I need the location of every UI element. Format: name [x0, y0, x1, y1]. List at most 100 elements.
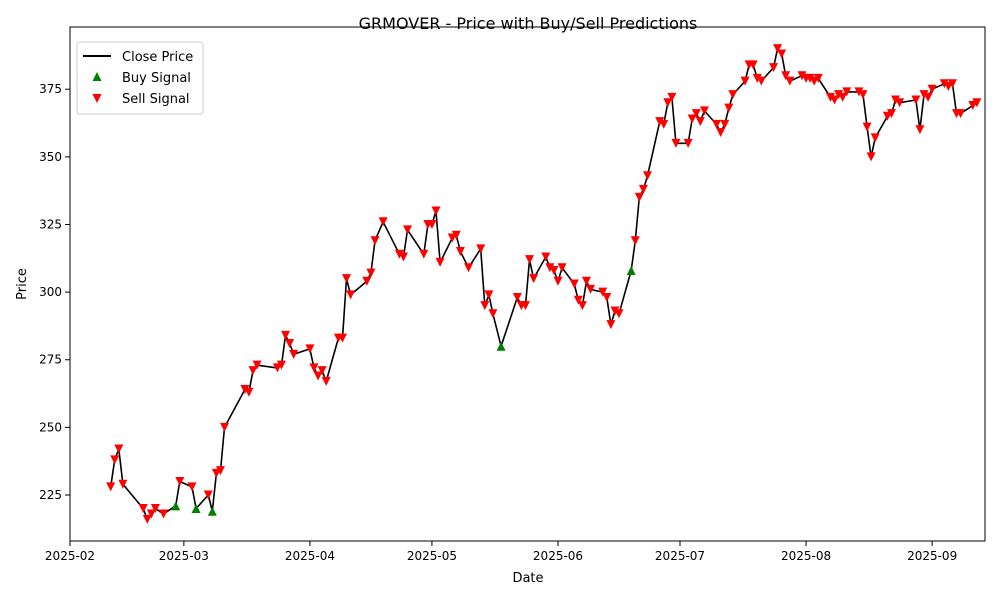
- y-tick-label: 325: [39, 217, 62, 231]
- sell-signal-marker: [285, 339, 295, 349]
- sell-signal-marker: [203, 490, 213, 500]
- sell-signal-marker: [520, 301, 530, 311]
- sell-signal-marker: [398, 252, 408, 262]
- sell-signal-marker: [317, 366, 327, 376]
- sell-signal-marker: [598, 287, 608, 297]
- sell-signal-marker: [175, 476, 185, 486]
- legend-sell-label: Sell Signal: [122, 92, 190, 107]
- sell-signal-marker: [862, 122, 872, 132]
- sell-signal-marker: [142, 514, 152, 524]
- y-tick-label: 225: [39, 488, 62, 502]
- sell-signal-marker: [309, 363, 319, 373]
- sell-signal-marker: [431, 206, 441, 216]
- legend-buy-marker: [92, 72, 102, 81]
- sell-signal-marker: [419, 249, 429, 259]
- sell-signal-marker: [716, 128, 726, 138]
- sell-signal-marker: [797, 71, 807, 81]
- sell-signal-marker: [748, 60, 758, 70]
- sell-signal-marker: [634, 192, 644, 202]
- sell-signal-marker: [289, 349, 299, 359]
- sell-signal-marker: [118, 479, 128, 489]
- sell-signal-marker: [972, 98, 982, 108]
- buy-signal-series: [171, 265, 636, 516]
- y-tick-label: 375: [39, 82, 62, 96]
- sell-signal-marker: [813, 73, 823, 83]
- sell-signal-marker: [276, 360, 286, 370]
- sell-signal-marker: [891, 95, 901, 105]
- sell-signal-marker: [427, 219, 437, 229]
- buy-signal-marker: [496, 341, 506, 351]
- sell-signal-marker: [752, 73, 762, 83]
- sell-signal-marker: [699, 106, 709, 116]
- sell-signal-marker: [834, 90, 844, 100]
- sell-signal-marker: [667, 92, 677, 102]
- sell-signal-marker: [785, 76, 795, 86]
- sell-signal-marker: [895, 98, 905, 108]
- sell-signal-marker: [110, 455, 120, 465]
- sell-signal-marker: [691, 109, 701, 119]
- sell-signal-marker: [138, 504, 148, 514]
- sell-signal-marker: [923, 92, 933, 102]
- sell-signal-marker: [512, 293, 522, 303]
- legend: Close Price Buy Signal Sell Signal: [76, 41, 204, 115]
- sell-signal-marker: [911, 95, 921, 105]
- sell-signal-marker: [659, 119, 669, 129]
- sell-signal-marker: [581, 276, 591, 286]
- sell-signal-marker: [553, 276, 563, 286]
- sell-signal-series: [106, 44, 982, 524]
- sell-signal-marker: [525, 255, 535, 265]
- legend-buy-label: Buy Signal: [122, 71, 191, 86]
- sell-signal-marker: [830, 95, 840, 105]
- x-tick-label: 2025-03: [159, 549, 209, 563]
- sell-signal-marker: [663, 98, 673, 108]
- sell-signal-marker: [915, 125, 925, 135]
- plot-frame: [69, 26, 986, 542]
- sell-signal-marker: [630, 236, 640, 246]
- sell-signal-marker: [642, 171, 652, 181]
- sell-signal-marker: [720, 119, 730, 129]
- sell-signal-marker: [825, 92, 835, 102]
- sell-signal-marker: [586, 284, 596, 294]
- sell-signal-marker: [602, 293, 612, 303]
- x-tick-label: 2025-05: [407, 549, 457, 563]
- sell-signal-marker: [610, 306, 620, 316]
- sell-signal-marker: [740, 76, 750, 86]
- sell-signal-marker: [919, 90, 929, 100]
- sell-signal-marker: [455, 247, 465, 257]
- sell-signal-marker: [240, 385, 250, 395]
- buy-signal-marker: [626, 265, 636, 275]
- y-tick-label: 250: [39, 420, 62, 434]
- x-tick-label: 2025-07: [655, 549, 705, 563]
- sell-signal-marker: [488, 309, 498, 319]
- legend-close-label: Close Price: [122, 50, 193, 65]
- x-axis-label: Date: [512, 571, 543, 586]
- legend-box: [76, 41, 204, 115]
- x-tick-label: 2025-08: [781, 549, 831, 563]
- legend-sell-marker: [92, 94, 102, 103]
- buy-signal-marker: [171, 501, 181, 511]
- sell-signal-marker: [695, 117, 705, 127]
- sell-signal-marker: [403, 225, 413, 235]
- sell-signal-marker: [712, 119, 722, 129]
- sell-signal-marker: [577, 301, 587, 311]
- sell-signal-marker: [451, 230, 461, 240]
- sell-signal-marker: [106, 482, 116, 492]
- sell-signal-marker: [805, 73, 815, 83]
- sell-signal-marker: [866, 152, 876, 162]
- sell-signal-marker: [870, 133, 880, 143]
- sell-signal-marker: [569, 279, 579, 289]
- sell-signal-marker: [362, 276, 372, 286]
- sell-signal-marker: [854, 87, 864, 97]
- sell-signal-marker: [655, 117, 665, 127]
- sell-signal-marker: [529, 274, 539, 284]
- sell-signal-marker: [947, 79, 957, 89]
- sell-signal-marker: [342, 274, 352, 284]
- x-tick-label: 2025-04: [285, 549, 335, 563]
- sell-signal-marker: [370, 236, 380, 246]
- sell-signal-marker: [321, 376, 331, 386]
- sell-signal-marker: [781, 71, 791, 81]
- buy-signal-marker: [191, 504, 201, 514]
- sell-signal-marker: [838, 92, 848, 102]
- sell-signal-marker: [671, 138, 681, 148]
